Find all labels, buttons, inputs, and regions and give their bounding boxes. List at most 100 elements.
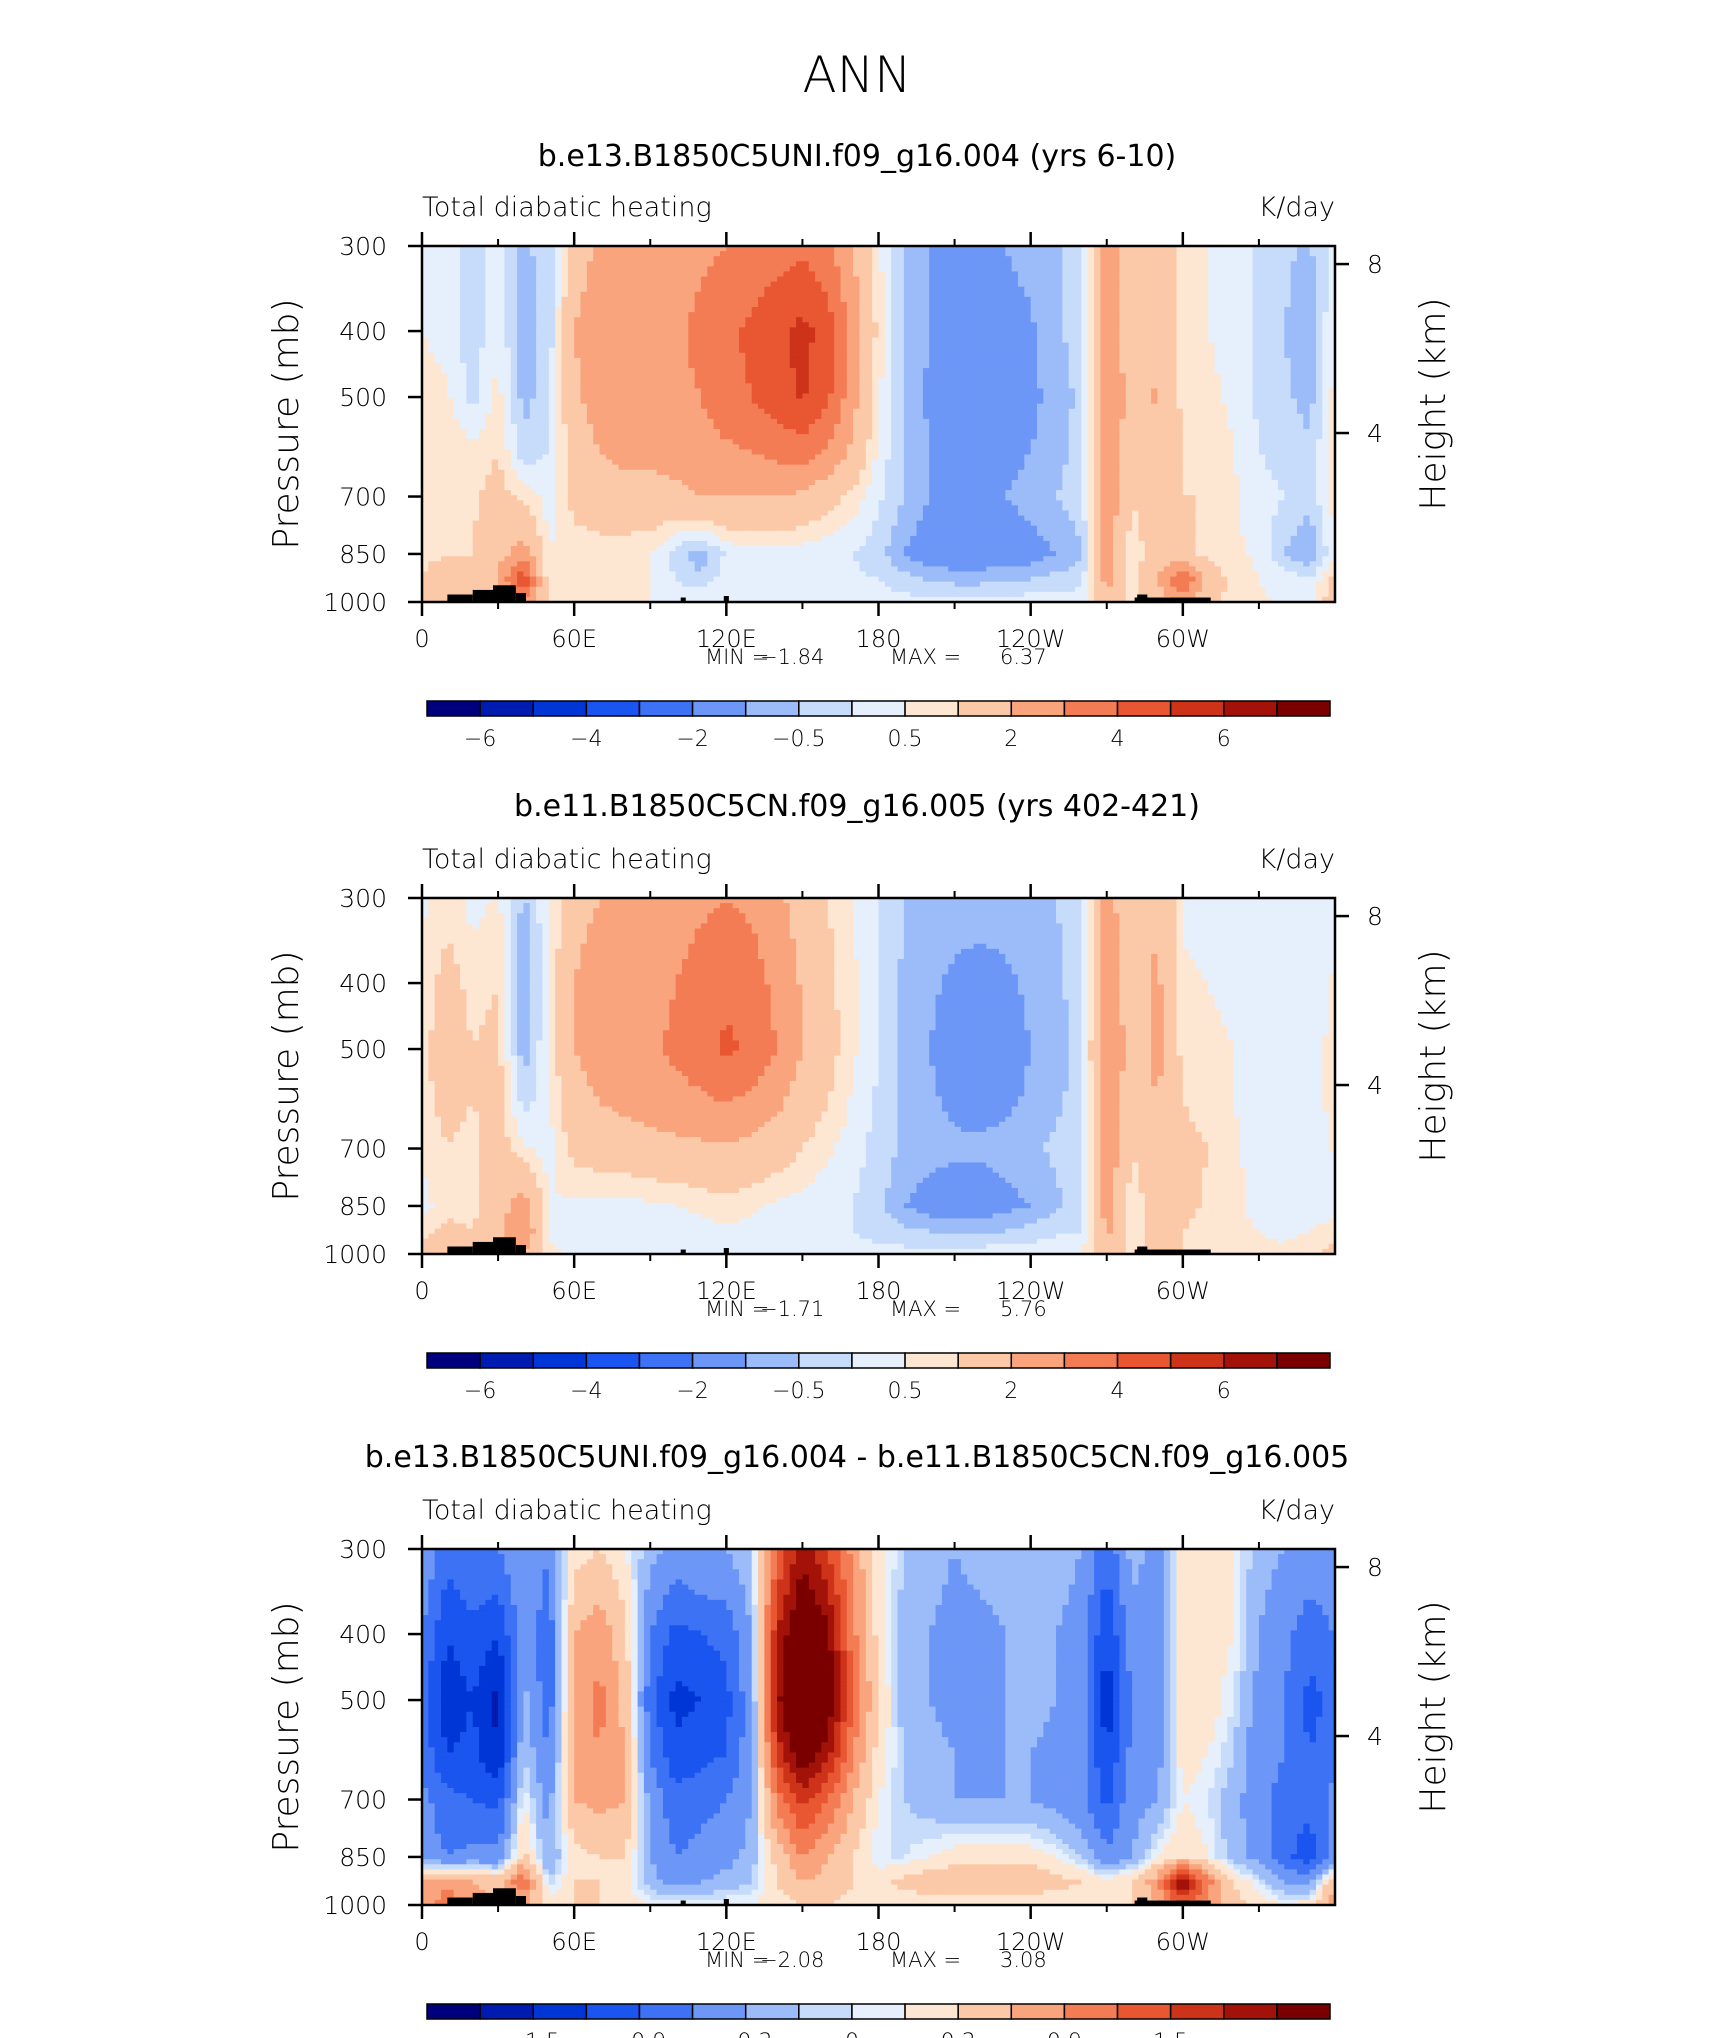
heatmap-cell (1138, 393, 1146, 400)
heatmap-cell (529, 266, 537, 273)
heatmap-cell (510, 271, 518, 278)
heatmap-cell (954, 271, 962, 278)
heatmap-cell (1290, 342, 1298, 349)
heatmap-cell (1056, 266, 1063, 273)
heatmap-cell (764, 301, 772, 308)
heatmap-cell (1328, 373, 1336, 379)
heatmap-cell (1094, 388, 1102, 395)
heatmap-cell (555, 388, 563, 395)
heatmap-cell (1125, 301, 1133, 308)
heatmap-cell (929, 312, 937, 318)
heatmap-cell (1005, 317, 1013, 323)
heatmap-cell (1113, 261, 1121, 267)
heatmap-cell (1043, 266, 1051, 273)
heatmap-cell (821, 398, 829, 405)
heatmap-cell (1151, 408, 1159, 415)
heatmap-cell (1258, 271, 1266, 278)
heatmap-cell (865, 347, 873, 354)
heatmap-cell (827, 276, 835, 283)
heatmap-cell (1265, 261, 1273, 267)
heatmap-cell (586, 418, 594, 425)
heatmap-field (422, 246, 1336, 603)
heatmap-cell (643, 332, 651, 339)
heatmap-cell (479, 286, 486, 293)
heatmap-cell (903, 398, 911, 405)
heatmap-cell (517, 281, 525, 288)
heatmap-cell (1094, 256, 1102, 262)
heatmap-cell (1328, 301, 1336, 308)
heatmap-cell (815, 398, 823, 405)
heatmap-cell (1322, 286, 1330, 293)
heatmap-cell (460, 261, 467, 267)
heatmap-cell (770, 312, 778, 318)
heatmap-cell (732, 256, 740, 262)
heatmap-cell (1056, 251, 1063, 257)
heatmap-cell (1151, 398, 1159, 405)
heatmap-cell (605, 276, 613, 283)
heatmap-cell (770, 276, 778, 283)
heatmap-cell (1138, 398, 1146, 405)
heatmap-cell (846, 393, 854, 400)
heatmap-cell (941, 317, 949, 323)
heatmap-cell (1119, 347, 1127, 354)
heatmap-cell (986, 251, 994, 257)
heatmap-cell (523, 408, 531, 415)
heatmap-cell (675, 276, 683, 283)
heatmap-cell (1214, 266, 1222, 273)
heatmap-cell (719, 276, 727, 283)
heatmap-cell (586, 251, 594, 257)
heatmap-cell (1087, 383, 1095, 389)
heatmap-cell (1144, 362, 1152, 369)
heatmap-cell (834, 352, 842, 359)
heatmap-cell (1246, 271, 1254, 278)
heatmap-cell (1239, 251, 1247, 257)
heatmap-cell (1017, 408, 1025, 415)
heatmap-cell (834, 362, 842, 369)
heatmap-cell (802, 403, 810, 410)
heatmap-cell (859, 301, 867, 308)
heatmap-cell (1296, 352, 1304, 359)
heatmap-cell (1144, 388, 1152, 395)
heatmap-cell (612, 266, 620, 273)
heatmap-cell (485, 403, 493, 410)
heatmap-cell (447, 388, 455, 395)
heatmap-cell (998, 362, 1006, 369)
heatmap-cell (1075, 383, 1082, 389)
heatmap-cell (612, 261, 620, 267)
heatmap-cell (1144, 327, 1152, 334)
heatmap-cell (434, 362, 442, 369)
heatmap-cell (561, 398, 569, 405)
heatmap-cell (542, 266, 550, 273)
heatmap-cell (422, 408, 429, 415)
heatmap-cell (1037, 271, 1044, 278)
heatmap-cell (770, 378, 778, 384)
heatmap-cell (472, 291, 480, 298)
heatmap-cell (453, 322, 461, 328)
heatmap-cell (1170, 388, 1178, 395)
heatmap-cell (764, 368, 772, 374)
heatmap-cell (827, 286, 835, 293)
heatmap-cell (796, 418, 804, 425)
heatmap-cell (764, 276, 772, 283)
heatmap-cell (1290, 291, 1298, 298)
heatmap-cell (555, 332, 563, 339)
heatmap-cell (1201, 307, 1209, 313)
heatmap-cell (485, 413, 493, 420)
heatmap-cell (675, 418, 683, 425)
heatmap-cell (593, 342, 601, 349)
heatmap-cell (910, 383, 918, 389)
heatmap-cell (1011, 362, 1019, 369)
heatmap-cell (846, 286, 854, 293)
heatmap-cell (485, 281, 493, 288)
heatmap-cell (916, 317, 924, 323)
heatmap-cell (656, 301, 664, 308)
heatmap-cell (1182, 322, 1190, 328)
heatmap-cell (713, 281, 721, 288)
heatmap-cell (783, 322, 791, 328)
heatmap-cell (935, 413, 943, 420)
heatmap-cell (1043, 413, 1051, 420)
heatmap-cell (1075, 368, 1082, 374)
heatmap-cell (707, 368, 715, 374)
heatmap-cell (960, 332, 968, 339)
heatmap-cell (447, 271, 455, 278)
